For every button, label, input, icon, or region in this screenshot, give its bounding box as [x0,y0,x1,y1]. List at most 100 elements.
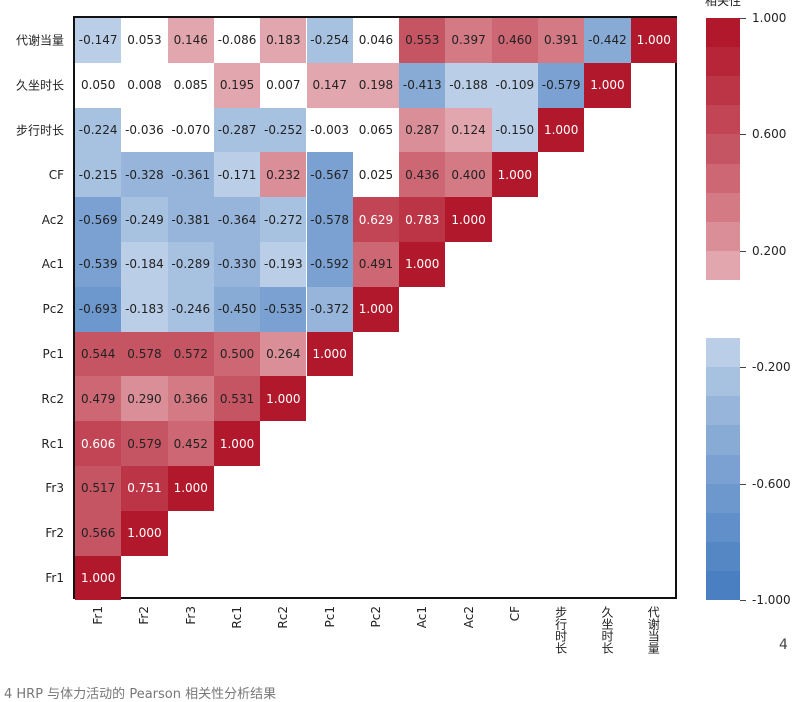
colorbar-tick-label: 0.600 [752,127,787,142]
colorbar-band [706,396,740,426]
y-tick-label: Fr3 [45,481,64,496]
y-tick-label: Ac1 [41,257,64,272]
colorbar-title: 相关性 [705,0,742,8]
heatmap-cell: 0.751 [121,466,168,511]
x-tick-label: Ac1 [415,606,430,629]
heatmap-cell: 0.198 [352,62,400,108]
heatmap-cell: 0.579 [121,421,168,466]
heatmap-cell: -0.287 [213,107,261,153]
heatmap-cell: -0.592 [306,242,353,287]
x-tick-label: Ac2 [461,606,476,629]
heatmap-cell: 0.146 [167,18,214,63]
heatmap-cell: 0.195 [213,62,261,108]
x-tick-label: 步行时长 [553,606,568,654]
colorbar-tick-mark [740,600,746,601]
y-tick-label: Ac2 [41,212,64,227]
colorbar [706,18,740,601]
heatmap-cell: 0.452 [167,421,214,466]
x-tick-label: 久坐时长 [599,606,614,654]
heatmap-cell: -0.246 [167,286,214,332]
heatmap-cell: -0.289 [167,242,214,287]
heatmap-cell: 0.290 [121,376,168,422]
heatmap-cell: 0.391 [538,18,585,63]
heatmap-cell: -0.442 [584,18,631,63]
heatmap-cell: 0.264 [260,331,307,377]
heatmap-cell: 1.000 [121,510,168,556]
colorbar-band [706,541,740,572]
colorbar-band [706,18,740,48]
colorbar-tick-mark [740,250,746,252]
y-tick-label: Fr2 [45,526,64,541]
heatmap-cell: 0.053 [121,18,168,63]
heatmap-cell: 1.000 [306,331,353,377]
colorbar-tick-label: -0.200 [752,360,791,375]
heatmap-cell: -0.086 [213,18,261,63]
heatmap-cell: 0.124 [445,107,492,153]
heatmap-cell: 1.000 [260,376,307,422]
heatmap-cell: 1.000 [399,242,446,287]
heatmap-cell: -0.569 [75,197,122,242]
heatmap-cell: 0.147 [306,62,353,108]
y-tick-label: Fr1 [45,571,64,585]
colorbar-tick-label: 1.000 [752,11,787,25]
heatmap-cell: 0.065 [352,107,400,153]
colorbar-tick-mark [740,483,746,485]
heatmap-cell: 0.500 [213,331,261,377]
heatmap-cell: 1.000 [445,197,492,242]
y-tick-label: Rc1 [41,436,64,451]
heatmap-cell: 0.531 [213,376,261,422]
colorbar-band [706,338,740,368]
colorbar-tick-label: -0.600 [752,476,791,491]
heatmap-cell: 0.025 [352,152,400,198]
heatmap-cell: -0.003 [306,107,353,153]
heatmap-cell: -0.381 [167,197,214,242]
heatmap-cell: -0.272 [260,197,307,242]
heatmap-cell: -0.184 [121,242,168,287]
colorbar-band [706,309,740,339]
heatmap-cell: -0.183 [121,286,168,332]
x-tick-label: CF [507,606,522,622]
heatmap-cell: -0.579 [538,62,585,108]
heatmap-cell: -0.254 [306,18,353,63]
colorbar-band [706,47,740,77]
heatmap-cell: 1.000 [630,18,677,63]
heatmap-cell: -0.693 [75,286,122,332]
heatmap-cell: 0.046 [352,18,400,63]
colorbar-tick-mark [740,367,746,369]
heatmap-cell: -0.249 [121,197,168,242]
heatmap-cell: 0.183 [260,18,307,63]
x-tick-label: Rc2 [276,606,291,629]
heatmap-cell: -0.036 [121,107,168,153]
y-tick-label: 久坐时长 [15,78,64,93]
x-tick-label: Rc1 [230,606,245,629]
heatmap-cell: 0.553 [399,18,446,63]
heatmap-cell: -0.413 [399,62,446,108]
heatmap-cell: -0.193 [260,242,307,287]
heatmap-cell: -0.070 [167,107,214,153]
heatmap-cell: 0.606 [75,421,122,466]
colorbar-band [706,134,740,164]
y-tick-label: CF [48,167,64,182]
colorbar-band [706,163,740,194]
heatmap-cell: -0.150 [491,107,538,153]
heatmap-cell: 0.572 [167,331,214,377]
heatmap-cell: 0.232 [260,152,307,198]
heatmap-cell: 0.578 [121,331,168,377]
colorbar-tick-label: -1.000 [752,593,791,607]
heatmap-cell: 1.000 [213,421,261,466]
heatmap-cell: 0.366 [167,376,214,422]
colorbar-tick-mark [740,134,746,136]
heatmap-cell: -0.567 [306,152,353,198]
colorbar-tick-mark [740,18,746,19]
heatmap-cell: -0.450 [213,286,261,332]
heatmap-cell: -0.330 [213,242,261,287]
colorbar-band [706,512,740,543]
heatmap-cell: -0.578 [306,197,353,242]
y-tick-label: Pc2 [42,302,64,317]
heatmap-cell: -0.215 [75,152,122,198]
x-tick-label: Pc1 [322,606,337,628]
heatmap-cell: -0.539 [75,242,122,287]
heatmap-cell: -0.328 [121,152,168,198]
heatmap-cell: -0.252 [260,107,307,153]
colorbar-band [706,367,740,397]
